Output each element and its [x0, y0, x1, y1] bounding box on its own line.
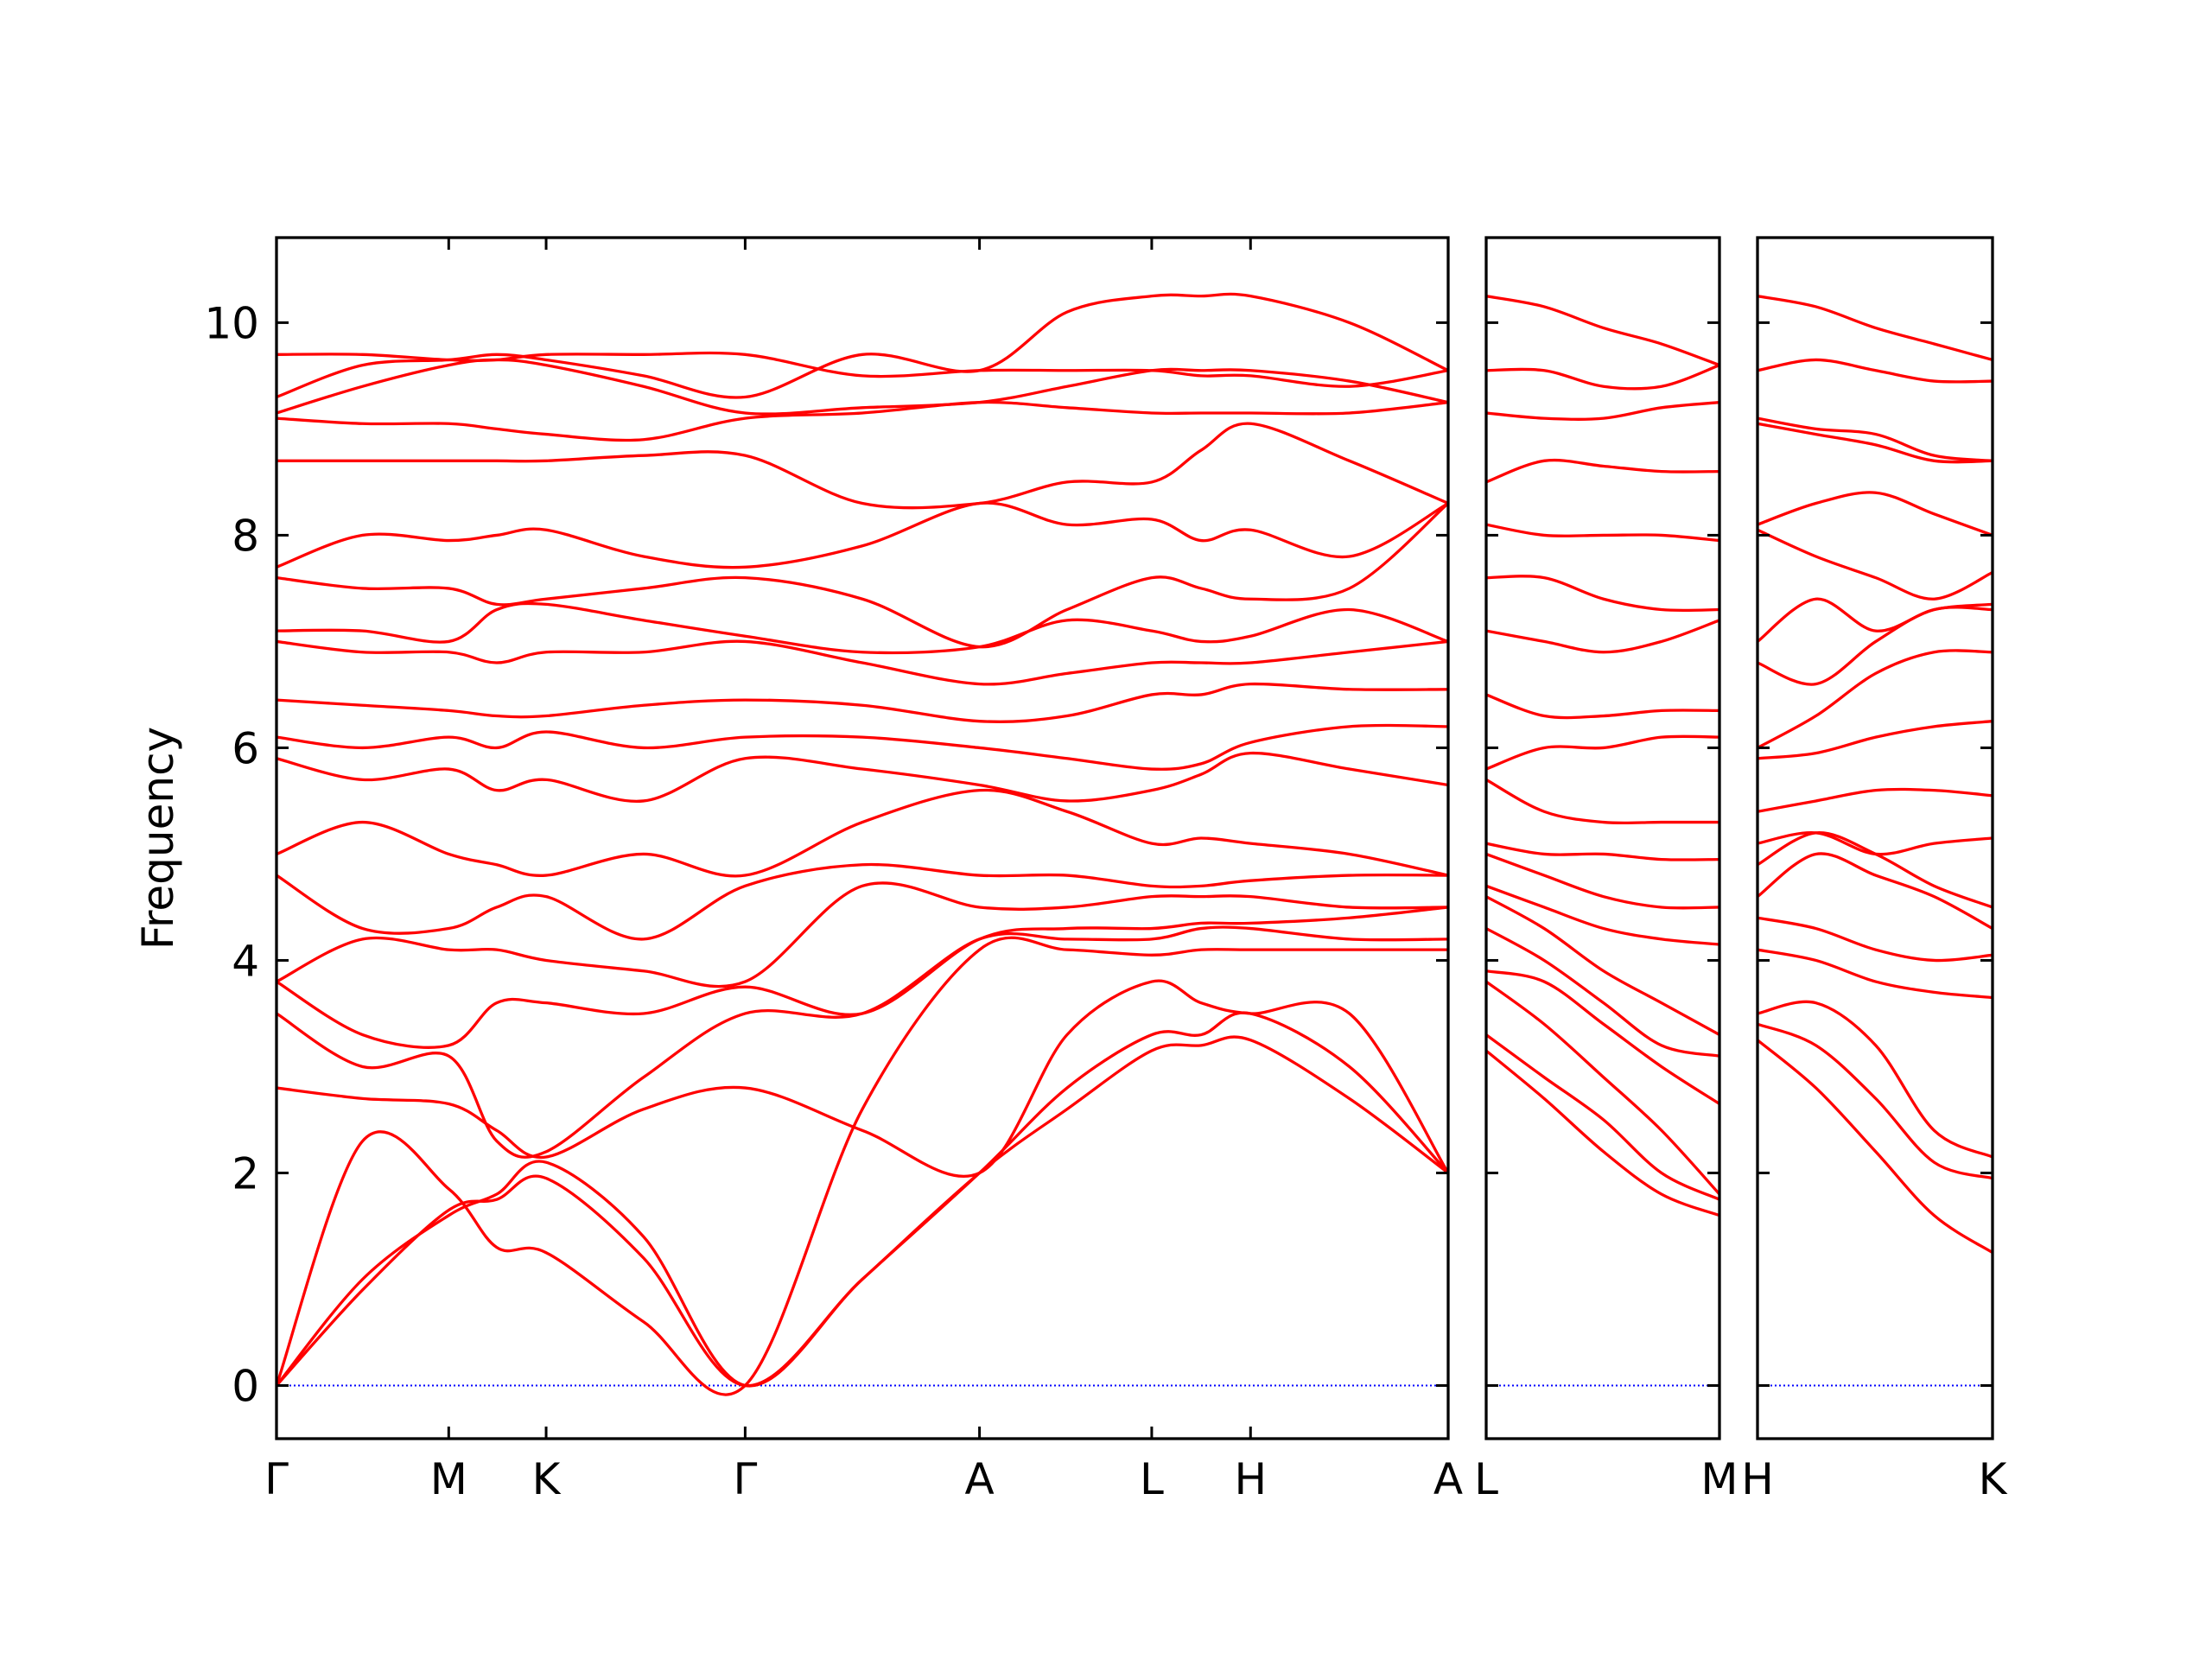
band-line [1486, 295, 1719, 367]
band-line [1758, 416, 1993, 462]
band-line [276, 292, 1448, 399]
band-line [276, 501, 1448, 569]
x-tick-label: L [1140, 1454, 1164, 1504]
y-tick-label: 8 [232, 511, 259, 561]
x-tick-label: H [1234, 1454, 1267, 1504]
band-line [1758, 1000, 1993, 1159]
band-line [1486, 1033, 1719, 1201]
y-tick-label: 4 [232, 936, 259, 986]
band-line [276, 906, 1448, 1049]
band-line [276, 925, 1448, 1159]
band-line [1758, 787, 1993, 813]
band-line [276, 422, 1448, 510]
band-line [276, 351, 1448, 388]
x-tick-label: A [1433, 1454, 1463, 1504]
x-tick-label: Γ [733, 1454, 757, 1504]
band-line [1758, 948, 1993, 1000]
band-line [1486, 778, 1719, 825]
band-line [276, 1035, 1448, 1388]
x-tick-label: A [964, 1454, 994, 1504]
y-axis-label: Frequency [133, 727, 183, 950]
x-tick-label: K [532, 1454, 562, 1504]
x-tick-label: K [1979, 1454, 2008, 1504]
band-line [1758, 720, 1993, 760]
band-line [1758, 916, 1993, 963]
band-line [1486, 1049, 1719, 1217]
band-line [1758, 422, 1993, 464]
band-line [1486, 884, 1719, 946]
axes-frame [275, 236, 1450, 1440]
band-line [1486, 969, 1719, 1105]
band-line [1486, 895, 1719, 1037]
y-tick-label: 6 [232, 723, 259, 773]
band-line [1486, 693, 1719, 720]
band-line [276, 601, 1448, 655]
band-line [1758, 852, 1993, 931]
band-line [1486, 575, 1719, 613]
band-line [1486, 927, 1719, 1058]
band-line [1486, 734, 1719, 771]
band-line [1758, 831, 1993, 909]
band-line [1758, 358, 1993, 384]
band-line [1486, 364, 1719, 391]
band-line [276, 788, 1448, 878]
band-line [276, 502, 1448, 649]
band-line [276, 723, 1448, 771]
x-tick-label: M [430, 1454, 467, 1504]
band-line [1486, 980, 1719, 1196]
band-line [1758, 597, 1993, 643]
axes-frame [1484, 236, 1721, 1440]
x-tick-label: L [1474, 1454, 1498, 1504]
y-tick-label: 0 [232, 1361, 259, 1411]
band-line [1486, 619, 1719, 654]
band-line [276, 400, 1448, 442]
axes-frame [1756, 236, 1994, 1440]
band-line [1486, 458, 1719, 484]
band-line [1486, 523, 1719, 543]
band-line [1758, 528, 1993, 601]
band-line [1486, 852, 1719, 910]
band-line [1758, 649, 1993, 749]
band-line [276, 881, 1448, 988]
x-tick-label: H [1741, 1454, 1774, 1504]
x-tick-label: M [1700, 1454, 1738, 1504]
band-line [1486, 401, 1719, 421]
band-line [1486, 842, 1719, 861]
band-line [276, 358, 1448, 416]
y-tick-label: 10 [204, 298, 259, 348]
band-line [276, 682, 1448, 723]
x-tick-label: Γ [264, 1454, 289, 1504]
band-line [276, 936, 1448, 1396]
band-line [276, 639, 1448, 686]
band-line [276, 862, 1448, 941]
y-tick-label: 2 [232, 1148, 259, 1198]
band-line [276, 751, 1448, 803]
band-line [1758, 295, 1993, 362]
band-line [276, 979, 1448, 1179]
band-line [1758, 1039, 1993, 1255]
band-line [276, 1011, 1448, 1388]
band-line [1758, 831, 1993, 856]
band-line [1758, 1022, 1993, 1180]
band-line [1758, 491, 1993, 537]
